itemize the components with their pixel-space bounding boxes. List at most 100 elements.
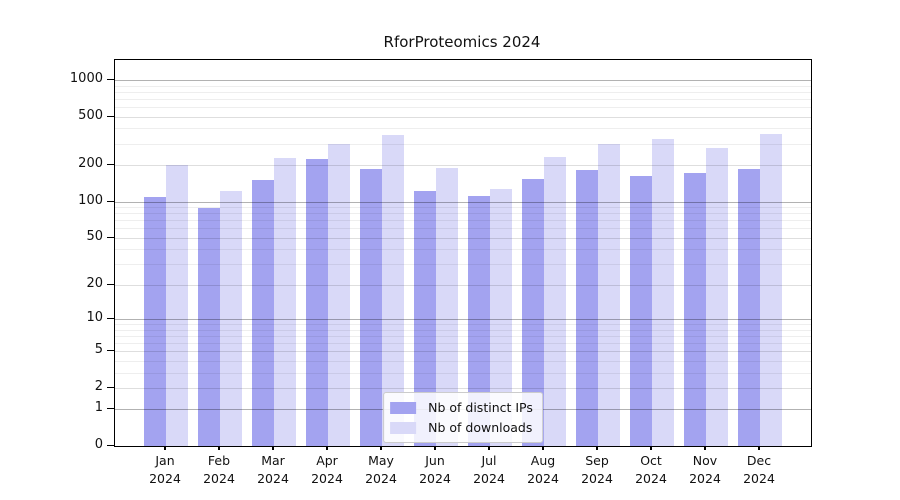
bar — [630, 175, 652, 446]
y-tick-label: 1000 — [69, 70, 103, 86]
y-tick-label: 10 — [86, 310, 103, 325]
bar — [490, 188, 512, 446]
y-tick-label: 0 — [94, 437, 103, 452]
x-tick: Jan 2024 — [143, 446, 187, 488]
y-tick-label: 5 — [94, 342, 103, 358]
bar — [220, 190, 242, 446]
bar — [706, 147, 728, 446]
bar-group-jul — [468, 188, 512, 446]
x-tick: Apr 2024 — [305, 446, 349, 488]
x-tick-mark — [218, 446, 220, 450]
bar — [522, 179, 544, 446]
x-tick-mark — [326, 446, 328, 450]
x-tick: Nov 2024 — [683, 446, 727, 488]
x-tick-label: Jan — [155, 453, 175, 468]
bar-group-may — [360, 134, 404, 446]
bar — [166, 165, 188, 446]
y-tick-mark — [107, 445, 114, 446]
x-tick-mark — [704, 446, 706, 450]
bar — [252, 179, 274, 446]
legend-label-distinct-ips: Nb of distinct IPs — [428, 400, 533, 415]
y-tick-mark — [107, 350, 114, 352]
y-tick-mark — [107, 408, 114, 410]
x-tick-label: 2024 — [365, 471, 397, 486]
bar — [144, 196, 166, 446]
x-tick: Feb 2024 — [197, 446, 241, 488]
chart-title: RforProteomics 2024 — [383, 33, 541, 51]
legend: Nb of distinct IPs Nb of downloads — [383, 392, 543, 443]
bar-group-dec — [738, 134, 782, 446]
x-tick-label: 2024 — [527, 471, 559, 486]
bar-group-mar — [252, 157, 296, 446]
bar-group-feb — [198, 190, 242, 446]
y-tick-label: 200 — [78, 156, 103, 171]
x-tick-label: Apr — [316, 453, 338, 468]
x-tick-label: Nov — [692, 453, 718, 468]
x-tick-mark — [758, 446, 760, 450]
x-tick: Jul 2024 — [467, 446, 511, 488]
plot-area: Nb of distinct IPs Nb of downloads — [114, 59, 812, 447]
x-tick-label: Sep — [585, 453, 609, 468]
x-tick-label: 2024 — [311, 471, 343, 486]
legend-swatch-downloads — [390, 421, 417, 434]
x-tick: Jun 2024 — [413, 446, 457, 488]
bar-group-sep — [576, 143, 620, 446]
x-tick-mark — [542, 446, 544, 450]
bar — [328, 143, 350, 446]
bar-group-apr — [306, 143, 350, 446]
x-tick-label: 2024 — [149, 471, 181, 486]
bar — [360, 169, 382, 446]
y-tick-mark — [107, 386, 114, 388]
bar-group-oct — [630, 138, 674, 446]
y-tick-mark — [107, 200, 114, 202]
x-tick-mark — [650, 446, 652, 450]
y-tick-mark — [107, 318, 114, 319]
x-tick-label: Feb — [207, 453, 231, 468]
bar-group-jun — [414, 167, 458, 446]
x-tick-mark — [272, 446, 274, 450]
bar — [684, 173, 706, 446]
x-tick: Aug 2024 — [521, 446, 565, 488]
x-tick-mark — [380, 446, 382, 450]
x-tick-label: 2024 — [473, 471, 505, 486]
y-tick-mark — [107, 164, 114, 165]
x-tick-label: Mar — [261, 453, 285, 468]
legend-label-downloads: Nb of downloads — [428, 420, 533, 435]
bar-group-nov — [684, 147, 728, 446]
bars-layer — [115, 60, 811, 446]
x-tick-label: 2024 — [743, 471, 775, 486]
bar — [274, 157, 296, 446]
x-tick-mark — [434, 446, 436, 450]
bar — [414, 190, 436, 446]
x-tick-label: 2024 — [257, 471, 289, 486]
y-tick-mark — [107, 236, 114, 238]
y-axis: 0 1 2 5 10 20 50 100 200 500 1000 — [0, 59, 114, 452]
x-tick: Dec 2024 — [737, 446, 781, 488]
y-tick-mark — [107, 115, 114, 117]
x-axis: Jan 2024 Feb 2024 Mar 2024 Apr 2024 May 2024 Jun 20… — [114, 446, 810, 488]
bar-group-jan — [144, 165, 188, 446]
bar — [598, 143, 620, 446]
bar — [760, 134, 782, 446]
bar — [468, 196, 490, 446]
x-tick: May 2024 — [359, 446, 403, 488]
bar — [544, 156, 566, 446]
legend-row: Nb of distinct IPs — [390, 400, 533, 415]
x-tick-label: 2024 — [689, 471, 721, 486]
bar — [738, 168, 760, 446]
legend-row: Nb of downloads — [390, 420, 533, 435]
y-tick-label: 500 — [78, 107, 103, 123]
bar — [436, 167, 458, 446]
bar — [652, 138, 674, 446]
x-tick-label: 2024 — [581, 471, 613, 486]
x-tick-label: Jul — [481, 453, 497, 468]
y-tick-mark — [107, 78, 114, 80]
legend-swatch-distinct-ips — [390, 401, 417, 414]
x-tick-label: Dec — [746, 453, 772, 468]
y-tick-label: 1 — [94, 400, 103, 416]
bar-group-aug — [522, 156, 566, 446]
x-tick: Oct 2024 — [629, 446, 673, 488]
y-tick-label: 2 — [94, 378, 103, 394]
y-tick-label: 20 — [86, 275, 103, 291]
